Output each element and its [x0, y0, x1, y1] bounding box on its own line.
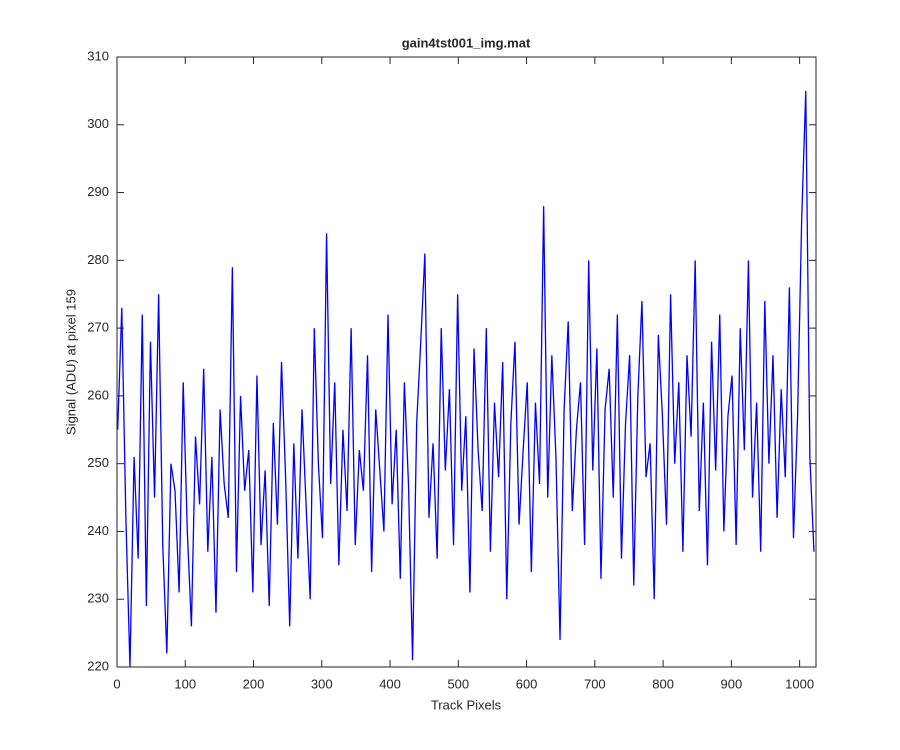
x-tick-label: 700: [584, 676, 606, 691]
y-tick-label: 300: [87, 116, 109, 131]
x-tick-label: 900: [721, 676, 743, 691]
y-axis-label: Signal (ADU) at pixel 159: [63, 289, 78, 435]
x-tick-label: 500: [447, 676, 469, 691]
y-tick-label: 240: [87, 523, 109, 538]
x-tick-label: 300: [311, 676, 333, 691]
x-tick-label: 600: [516, 676, 538, 691]
y-tick-label: 280: [87, 252, 109, 267]
data-line: [117, 90, 815, 668]
x-tick-label: 0: [113, 676, 120, 691]
chart-title: gain4tst001_img.mat: [402, 35, 531, 50]
y-tick-label: 230: [87, 591, 109, 606]
y-tick-label: 220: [87, 658, 109, 673]
y-tick-label: 260: [87, 387, 109, 402]
x-tick-label: 200: [243, 676, 265, 691]
y-tick-label: 270: [87, 320, 109, 335]
y-tick-label: 250: [87, 455, 109, 470]
y-tick-label: 310: [87, 48, 109, 63]
x-tick-label: 800: [652, 676, 674, 691]
y-tick-label: 290: [87, 184, 109, 199]
x-axis-label: Track Pixels: [431, 697, 502, 712]
x-tick-label: 1000: [785, 676, 814, 691]
x-tick-label: 100: [174, 676, 196, 691]
axes-box: [116, 56, 817, 668]
x-tick-label: 400: [379, 676, 401, 691]
